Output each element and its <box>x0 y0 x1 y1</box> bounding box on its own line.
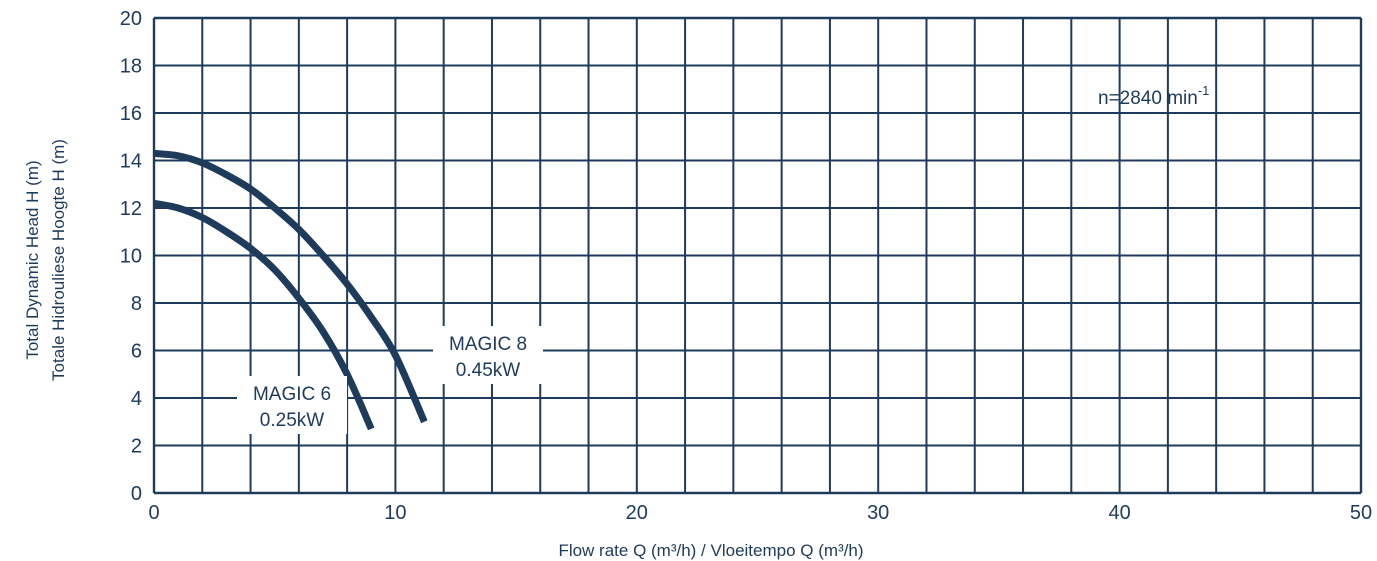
speed-annotation-exponent: -1 <box>1198 83 1210 98</box>
y-tick-label: 10 <box>120 246 142 268</box>
y-axis-label-line1: Total Dynamic Head H (m) <box>23 160 42 359</box>
x-tick-label: 40 <box>1108 502 1130 524</box>
x-tick-label: 30 <box>867 502 889 524</box>
curve-labels: MAGIC 6 0.25kW MAGIC 8 0.45kW <box>237 326 543 434</box>
tick-labels: 0 2 4 6 8 10 12 14 16 18 20 0 10 20 30 40 50 <box>120 8 1372 524</box>
y-tick-label: 16 <box>120 103 142 125</box>
pump-curves <box>153 149 428 431</box>
series-power-magic-6: 0.25kW <box>260 410 324 431</box>
curve-magic-8 <box>153 149 428 424</box>
y-tick-label: 20 <box>120 8 142 30</box>
x-tick-label: 20 <box>626 502 648 524</box>
y-tick-label: 6 <box>131 341 142 363</box>
y-tick-label: 14 <box>120 151 142 173</box>
label-background-magic-6 <box>237 376 347 434</box>
y-tick-label: 8 <box>131 293 142 315</box>
y-axis-label-line2: Totale Hidrouliese Hoogte H (m) <box>49 139 68 381</box>
speed-annotation: n=2840 min-1 <box>1098 83 1209 109</box>
y-tick-label: 4 <box>131 388 142 410</box>
curve-magic-6 <box>153 199 375 431</box>
y-tick-label: 18 <box>120 56 142 78</box>
y-tick-label: 2 <box>131 436 142 458</box>
x-tick-label: 50 <box>1350 502 1372 524</box>
speed-annotation-base: n=2840 min <box>1098 88 1198 109</box>
chart-grid <box>152 16 1363 495</box>
x-axis-label: Flow rate Q (m³/h) / Vloeitempo Q (m³/h) <box>558 541 863 560</box>
x-tick-label: 10 <box>384 502 406 524</box>
label-background-magic-8 <box>433 326 543 384</box>
series-power-magic-8: 0.45kW <box>456 360 520 381</box>
y-tick-label: 12 <box>120 198 142 220</box>
series-name-magic-8: MAGIC 8 <box>449 334 527 355</box>
x-tick-label: 0 <box>148 502 159 524</box>
y-tick-label: 0 <box>131 483 142 505</box>
series-name-magic-6: MAGIC 6 <box>253 384 331 405</box>
